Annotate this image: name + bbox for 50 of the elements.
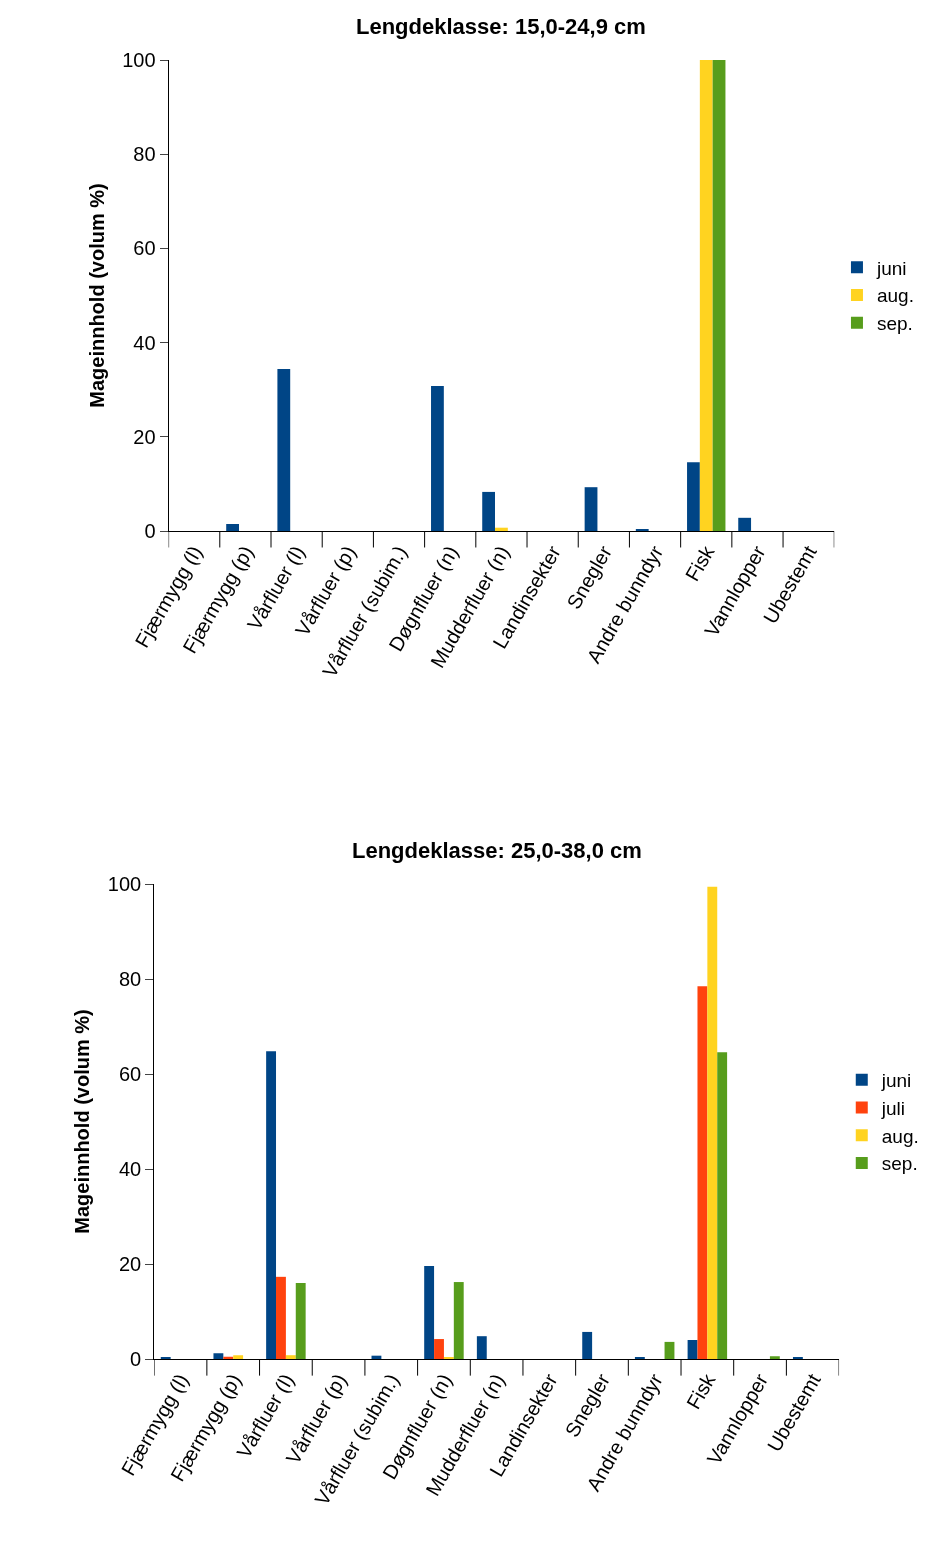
bar bbox=[434, 1339, 444, 1359]
y-axis-title: Mageinnhold (volum %) bbox=[85, 183, 108, 408]
bar bbox=[717, 1052, 728, 1359]
bar bbox=[495, 527, 508, 531]
y-tick-label: 40 bbox=[118, 1158, 142, 1180]
y-tick-label: 20 bbox=[118, 1253, 142, 1275]
y-tick-label: 60 bbox=[133, 237, 156, 260]
y-tick-label: 60 bbox=[118, 1063, 142, 1085]
bar bbox=[664, 1341, 675, 1359]
bar bbox=[431, 385, 444, 531]
bar bbox=[213, 1353, 224, 1359]
y-tick-label: 40 bbox=[133, 331, 156, 354]
chart-title: Lengdeklasse: 25,0-38,0 cm bbox=[352, 838, 642, 863]
bar bbox=[266, 1051, 277, 1359]
legend-label: juni bbox=[875, 257, 907, 279]
y-tick-label: 20 bbox=[133, 425, 156, 448]
legend-label: aug. bbox=[876, 285, 914, 307]
bar bbox=[699, 60, 713, 531]
bar bbox=[697, 986, 708, 1359]
bar bbox=[584, 487, 598, 531]
y-tick-label: 100 bbox=[107, 873, 142, 895]
bar bbox=[424, 1265, 435, 1359]
bar bbox=[226, 523, 240, 531]
bar bbox=[295, 1283, 306, 1359]
bar bbox=[738, 517, 752, 531]
y-tick-label: 0 bbox=[144, 520, 156, 542]
bar bbox=[687, 1340, 698, 1359]
legend-label: juli bbox=[880, 1097, 905, 1119]
bar bbox=[476, 1336, 487, 1359]
bar bbox=[233, 1355, 244, 1359]
bar bbox=[276, 1276, 286, 1359]
bar bbox=[277, 368, 291, 531]
legend-label: sep. bbox=[881, 1153, 918, 1175]
bar bbox=[687, 462, 700, 531]
y-tick-label: 0 bbox=[130, 1348, 142, 1370]
bar bbox=[712, 60, 726, 531]
y-tick-label: 100 bbox=[122, 49, 156, 71]
bar bbox=[453, 1282, 464, 1359]
chart-title: Lengdeklasse: 15,0-24,9 cm bbox=[356, 14, 646, 39]
y-tick-label: 80 bbox=[133, 143, 156, 166]
bar bbox=[582, 1331, 593, 1359]
legend-label: aug. bbox=[881, 1125, 919, 1147]
bar bbox=[707, 886, 718, 1359]
bar bbox=[285, 1355, 296, 1359]
y-tick-label: 80 bbox=[118, 968, 142, 990]
bar bbox=[769, 1356, 780, 1359]
legend-label: juni bbox=[880, 1070, 912, 1092]
bar bbox=[482, 491, 496, 531]
y-axis-title: Mageinnhold (volum %) bbox=[71, 1009, 94, 1234]
legend-label: sep. bbox=[876, 313, 913, 335]
